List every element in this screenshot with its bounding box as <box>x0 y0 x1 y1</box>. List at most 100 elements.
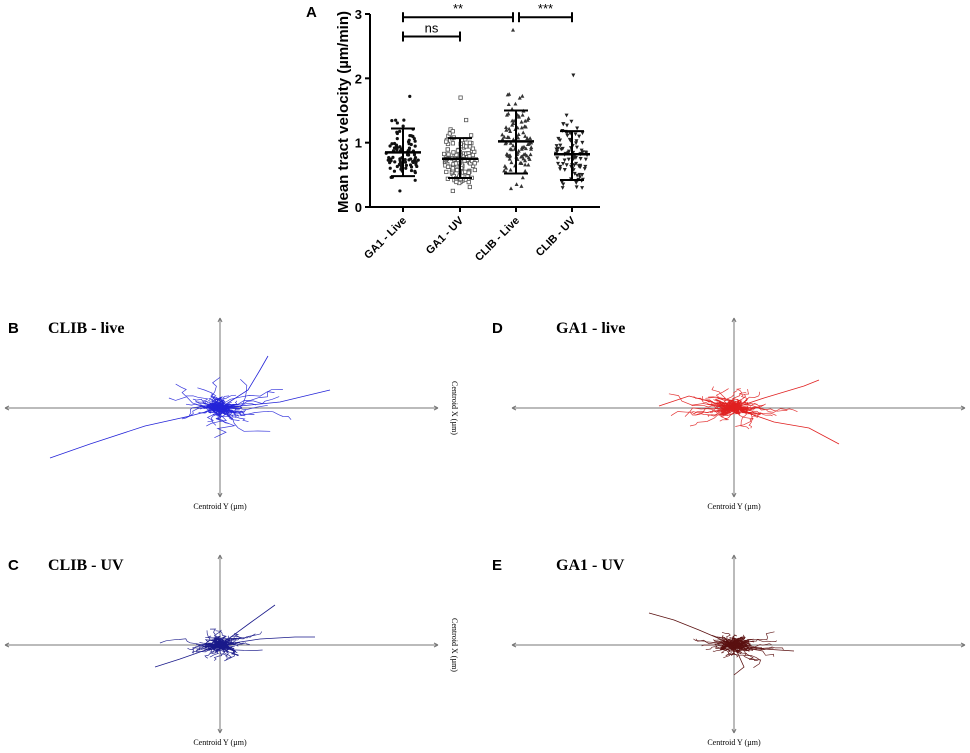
data-point <box>579 148 584 153</box>
data-point <box>403 158 407 162</box>
track-plot-clib-uv: Centroid X (µm) Centroid Y (µm) <box>4 554 459 747</box>
panel-label-d: D <box>492 320 503 337</box>
data-point <box>521 152 526 157</box>
data-point <box>464 144 469 149</box>
data-point <box>395 130 399 134</box>
data-point <box>521 130 526 135</box>
category-labels: GA1 - Live GA1 - UV CLIB - Live CLIB - UV <box>362 207 579 264</box>
data-point <box>580 186 585 190</box>
data-point <box>416 158 420 162</box>
data-point <box>569 119 574 124</box>
data-point <box>578 157 583 161</box>
data-point <box>566 157 571 162</box>
y-tick-label: 1 <box>355 136 362 151</box>
data-point <box>558 167 563 172</box>
data-point <box>528 152 533 157</box>
x-axis-label: Centroid X (µm) <box>450 618 459 672</box>
data-point <box>450 129 455 134</box>
data-point <box>556 136 561 141</box>
data-point <box>412 153 417 157</box>
cell-track-outlier <box>648 612 735 646</box>
axis-arrow <box>433 642 439 648</box>
data-point <box>508 140 513 145</box>
data-point <box>398 157 402 161</box>
cell-track-outlier <box>733 379 820 409</box>
data-point <box>445 147 450 152</box>
cell-track-outlier <box>219 355 269 409</box>
data-point <box>580 140 585 145</box>
data-point <box>519 119 524 124</box>
data-point <box>527 157 532 161</box>
data-point <box>564 163 569 168</box>
data-point <box>392 169 397 173</box>
data-point <box>390 142 394 146</box>
data-point <box>508 167 513 172</box>
data-point <box>500 137 505 141</box>
data-point <box>405 153 410 157</box>
data-point <box>564 113 569 118</box>
data-point <box>467 154 472 159</box>
data-point <box>502 168 507 173</box>
data-point <box>409 134 413 138</box>
cell-track <box>733 399 741 409</box>
data-point <box>574 139 579 144</box>
data-point <box>409 157 413 161</box>
data-point <box>556 161 561 166</box>
data-point <box>558 164 563 169</box>
data-point <box>466 179 471 185</box>
panel-title-ga1-uv: GA1 - UV <box>556 557 625 574</box>
data-point <box>450 188 455 194</box>
data-point <box>525 136 530 140</box>
data-point <box>444 169 449 175</box>
cell-track <box>214 407 236 439</box>
cell-track <box>213 635 221 646</box>
data-point <box>500 132 505 137</box>
data-point <box>574 141 579 146</box>
cell-track <box>175 383 221 409</box>
data-point <box>564 123 569 128</box>
data-point <box>516 135 521 140</box>
data-point <box>516 148 521 153</box>
data-point <box>520 175 525 180</box>
significance-label: ** <box>453 1 463 16</box>
data-point <box>450 166 455 171</box>
panel-title-clib-uv: CLIB - UV <box>48 557 124 574</box>
data-point <box>566 149 571 154</box>
data-point <box>520 145 525 150</box>
cell-track <box>203 403 224 409</box>
data-point <box>470 146 476 151</box>
data-point <box>513 101 518 106</box>
data-point <box>574 181 579 185</box>
data-point <box>413 157 417 162</box>
data-point <box>455 167 460 173</box>
data-point <box>413 169 417 173</box>
data-point <box>527 141 532 146</box>
y-axis-label: Centroid Y (µm) <box>193 738 247 747</box>
data-point <box>454 152 459 158</box>
data-point <box>472 161 477 166</box>
data-point <box>520 112 525 117</box>
data-point <box>391 155 395 159</box>
y-axis-label: Centroid Y (µm) <box>707 738 761 747</box>
track-plot-ga1-uv: Centroid X (µm)Centroid Y (µm) <box>511 554 966 747</box>
data-point <box>529 146 534 151</box>
axis-arrow <box>511 405 517 411</box>
data-point <box>386 158 390 162</box>
data-point <box>467 184 472 190</box>
data-point <box>395 137 399 141</box>
data-point <box>394 143 399 147</box>
data-point <box>398 189 402 193</box>
cell-track <box>205 644 221 649</box>
data-point <box>523 168 528 173</box>
cell-track <box>668 393 734 409</box>
data-point <box>520 93 525 98</box>
data-point <box>583 157 588 162</box>
track-plot-ga1-live: Centroid X (µm)Centroid Y (µm) <box>511 317 966 511</box>
cell-track-outlier <box>219 604 276 646</box>
data-point <box>402 118 406 122</box>
data-point <box>463 169 468 174</box>
data-point <box>574 161 579 166</box>
data-point <box>395 121 399 125</box>
cell-track <box>204 643 221 648</box>
